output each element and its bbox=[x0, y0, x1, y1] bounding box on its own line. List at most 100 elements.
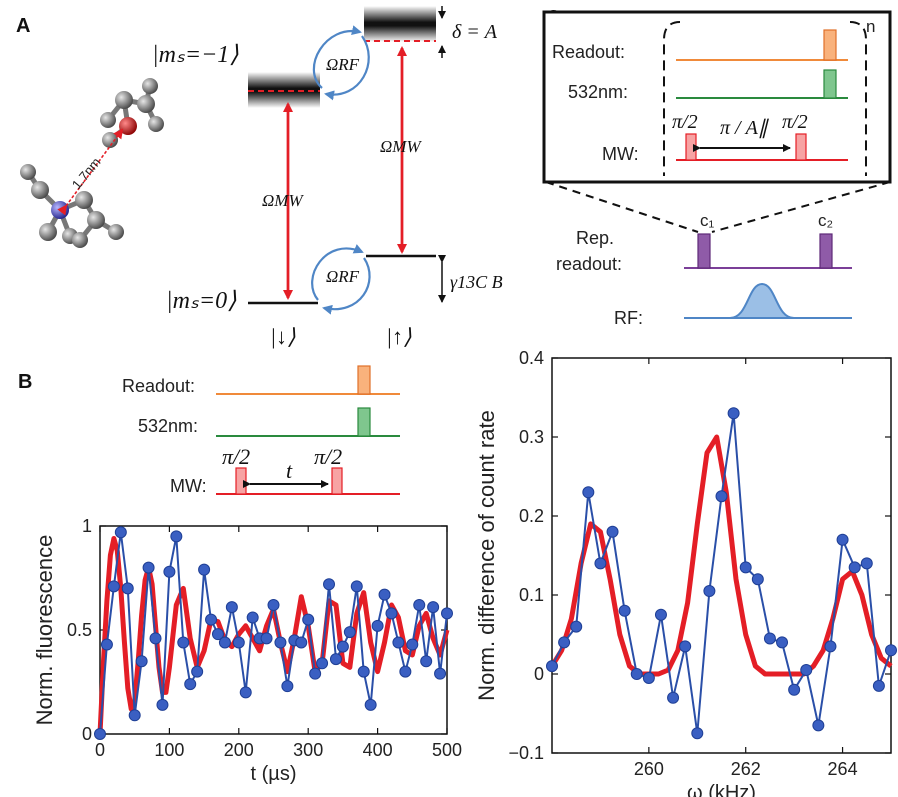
data-point bbox=[350, 580, 363, 593]
x-tick-label: 500 bbox=[432, 740, 462, 760]
data-point bbox=[316, 657, 329, 670]
data-point bbox=[309, 667, 322, 680]
data-point bbox=[558, 636, 571, 649]
data-point bbox=[281, 680, 294, 693]
c-rf-pulse bbox=[684, 282, 852, 319]
data-point bbox=[267, 599, 280, 612]
x-tick-label: 262 bbox=[731, 759, 761, 779]
c-mw-pulse-2 bbox=[795, 133, 807, 161]
data-point bbox=[715, 490, 728, 503]
ms-minus1-label: |mₛ=−1⟩ bbox=[152, 42, 239, 68]
panel-label-b: B bbox=[18, 371, 32, 393]
data-point bbox=[667, 691, 680, 704]
rf-arrow-top-down bbox=[324, 35, 370, 101]
y-tick-label: 1 bbox=[82, 516, 92, 536]
data-point bbox=[260, 632, 273, 645]
data-point bbox=[441, 607, 453, 620]
data-point bbox=[739, 561, 752, 574]
data-point bbox=[149, 632, 162, 645]
data-point bbox=[343, 626, 356, 639]
c-pi2-right: π/2 bbox=[782, 111, 808, 133]
gamma-label: γ13C B bbox=[450, 272, 503, 292]
y-tick-label: 0.4 bbox=[519, 348, 544, 368]
data-point bbox=[246, 611, 259, 624]
b-pi2-left: π/2 bbox=[222, 444, 250, 469]
c1-label: c₁ bbox=[700, 211, 715, 230]
y-tick-label: 0.1 bbox=[519, 585, 544, 605]
c-rf-label: RF: bbox=[614, 308, 643, 328]
data-point bbox=[413, 599, 426, 612]
data-point bbox=[642, 671, 655, 684]
b-laser-pulse bbox=[357, 407, 371, 437]
x-tick-label: 260 bbox=[634, 759, 664, 779]
data-point bbox=[788, 683, 801, 696]
data-point bbox=[434, 667, 447, 680]
data-point bbox=[121, 582, 134, 595]
ramsey-chart: 0 100 200 300 400 500 0 0.5 1 t (µs) Norm. fluores… bbox=[32, 516, 462, 785]
data-point bbox=[679, 640, 692, 653]
b-mw-pulse-1 bbox=[235, 467, 247, 495]
data-point bbox=[885, 644, 897, 657]
data-point bbox=[336, 640, 349, 653]
b-wait-label: t bbox=[286, 458, 293, 483]
x-tick-label: 264 bbox=[828, 759, 858, 779]
rf-arrow-top-up bbox=[312, 25, 362, 89]
data-point bbox=[824, 640, 837, 653]
y-tick-label: −0.1 bbox=[508, 743, 544, 763]
y-tick-label: 0.3 bbox=[519, 427, 544, 447]
data-point bbox=[427, 601, 440, 614]
distance-arrow bbox=[57, 128, 124, 216]
data-point bbox=[703, 585, 716, 598]
y-tick-label: 0 bbox=[534, 664, 544, 684]
nmr-spectrum-chart: 260 262 264 −0.1 0 0.1 0.2 0.3 0.4 ω (kHz) Norm. d… bbox=[474, 348, 897, 797]
data-point bbox=[836, 533, 849, 546]
c-532-label: 532nm: bbox=[568, 82, 628, 102]
x-axis-label: t (µs) bbox=[251, 763, 297, 785]
c-readout-label: Readout: bbox=[552, 42, 625, 62]
data-point bbox=[295, 636, 308, 649]
data-point bbox=[163, 565, 176, 578]
data-point bbox=[135, 655, 148, 668]
data-point bbox=[406, 638, 419, 651]
data-point bbox=[232, 636, 245, 649]
data-point bbox=[198, 563, 211, 576]
x-tick-label: 400 bbox=[363, 740, 393, 760]
data-point bbox=[776, 636, 789, 649]
data-point bbox=[594, 557, 607, 570]
b-readout-pulse bbox=[357, 365, 371, 395]
y-axis-label: Norm. difference of count rate bbox=[474, 410, 499, 701]
data-point bbox=[570, 620, 583, 633]
b-mw-label: MW: bbox=[170, 476, 207, 496]
b-mw-pulse-2 bbox=[331, 467, 343, 495]
data-point bbox=[654, 608, 667, 621]
data-point bbox=[399, 665, 412, 678]
data-point bbox=[385, 607, 398, 620]
data-point bbox=[100, 638, 113, 651]
c-wait-label: π / A∥ bbox=[720, 117, 770, 139]
data-point bbox=[205, 613, 218, 626]
data-point bbox=[378, 588, 391, 601]
b-readout-label: Readout: bbox=[122, 376, 195, 396]
zoom-line-right bbox=[711, 181, 891, 233]
data-point bbox=[218, 636, 231, 649]
data-point bbox=[357, 665, 370, 678]
x-tick-label: 0 bbox=[95, 740, 105, 760]
c-rep-readout-label-2: readout: bbox=[556, 254, 622, 274]
data-point bbox=[371, 619, 384, 632]
data-point bbox=[184, 678, 197, 691]
y-axis-label: Norm. fluorescence bbox=[32, 535, 57, 726]
c-rep-pulse-2 bbox=[819, 233, 833, 269]
data-point bbox=[860, 557, 873, 570]
data-point bbox=[763, 632, 776, 645]
x-tick-label: 100 bbox=[154, 740, 184, 760]
omega-rf-bottom-label: ΩRF bbox=[326, 267, 360, 286]
omega-mw-right-label: ΩMW bbox=[380, 137, 422, 156]
data-point bbox=[630, 668, 643, 680]
loop-count-label: n bbox=[866, 17, 875, 36]
c-readout-pulse bbox=[823, 29, 837, 61]
c-pi2-left: π/2 bbox=[672, 111, 698, 133]
plot-frame bbox=[551, 357, 892, 754]
data-point bbox=[177, 636, 190, 649]
y-tick-label: 0.5 bbox=[67, 620, 92, 640]
